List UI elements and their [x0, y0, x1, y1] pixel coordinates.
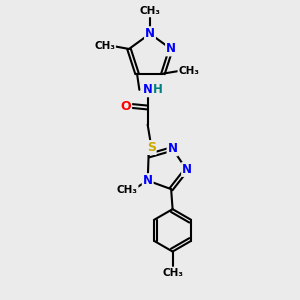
Text: N: N: [167, 142, 178, 155]
Text: CH₃: CH₃: [140, 6, 160, 16]
Text: N: N: [142, 83, 153, 96]
Text: CH₃: CH₃: [162, 268, 183, 278]
Text: H: H: [153, 83, 163, 96]
Text: N: N: [166, 43, 176, 56]
Text: N: N: [182, 163, 192, 176]
Text: N: N: [145, 27, 155, 40]
Text: N: N: [143, 174, 153, 187]
Text: CH₃: CH₃: [117, 185, 138, 195]
Text: CH₃: CH₃: [94, 41, 115, 51]
Text: S: S: [147, 141, 156, 154]
Text: O: O: [121, 100, 131, 112]
Text: CH₃: CH₃: [178, 66, 200, 76]
